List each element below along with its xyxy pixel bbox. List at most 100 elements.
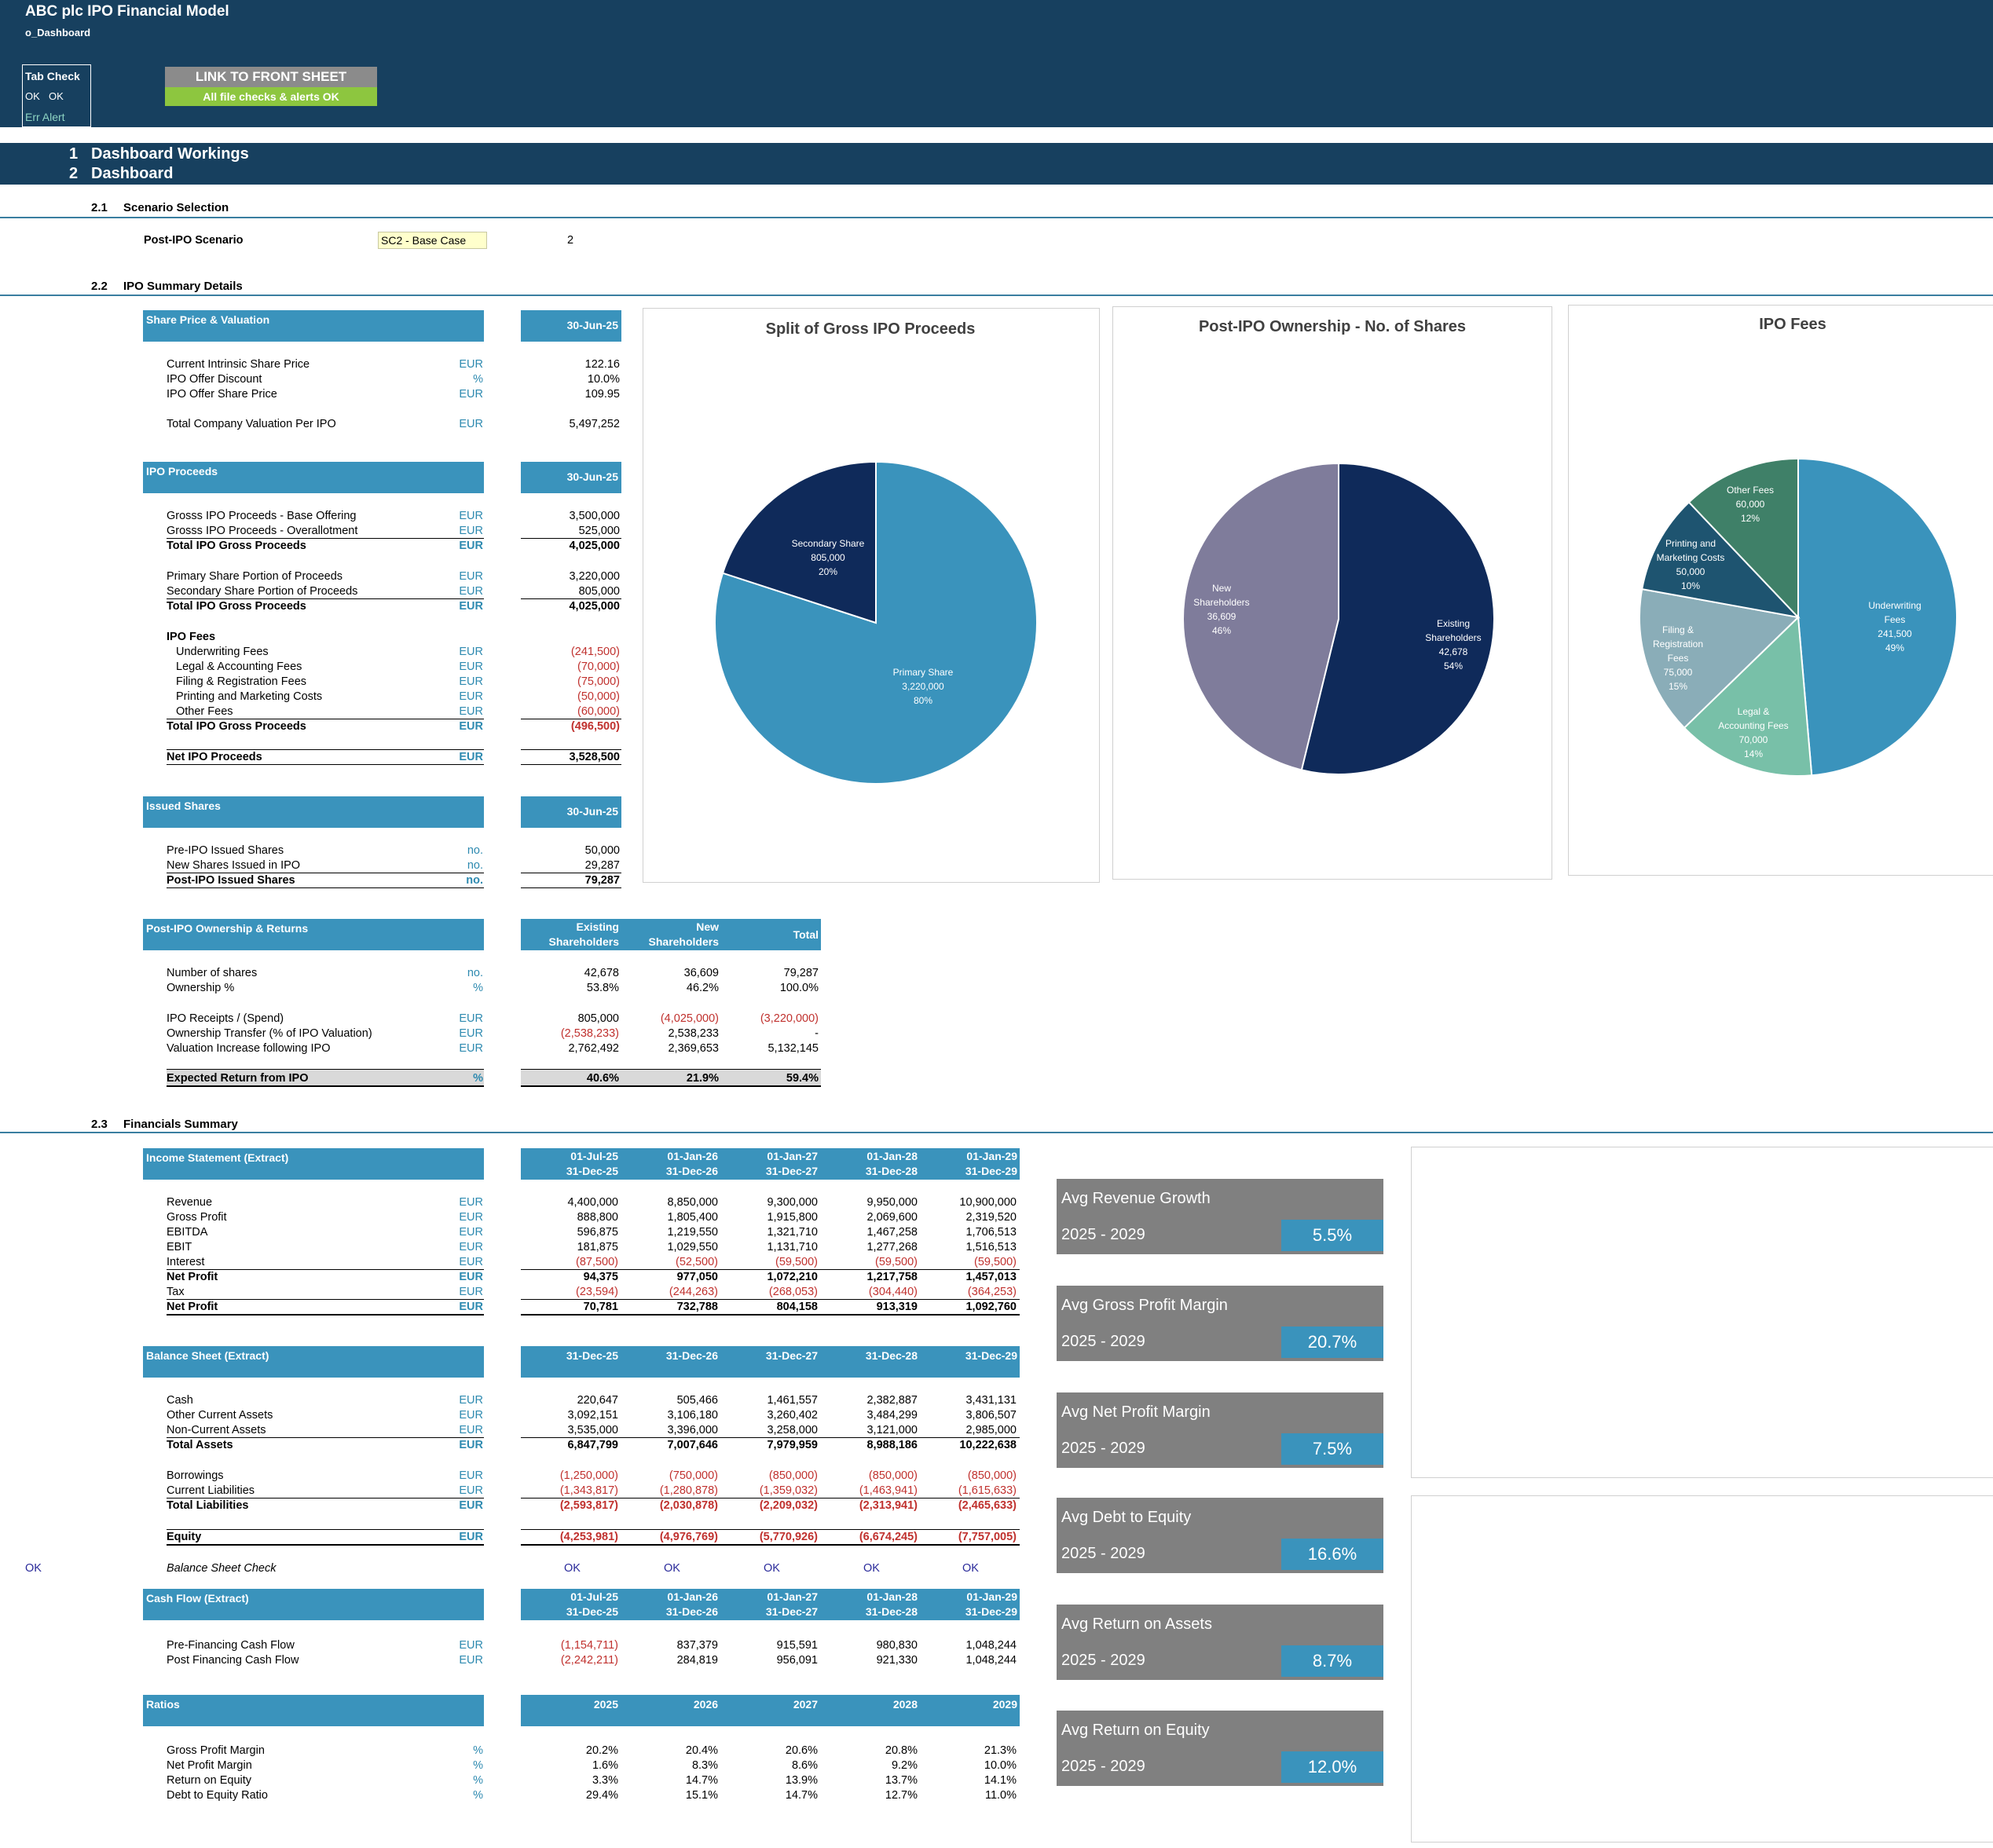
- row-value: (1,343,817): [559, 1484, 618, 1497]
- period-end: 31-Dec-27: [765, 1165, 818, 1177]
- row-value: 70,781: [583, 1301, 618, 1313]
- row-value: 4,025,000: [569, 600, 620, 613]
- row-value: 1,461,557: [767, 1394, 818, 1407]
- row-value: 3,106,180: [667, 1409, 718, 1422]
- row-unit: EUR: [459, 1256, 483, 1268]
- row-label: Grosss IPO Proceeds - Base Offering: [167, 510, 357, 522]
- row-value: 14.7%: [685, 1774, 718, 1787]
- balance-check-value: OK: [962, 1562, 979, 1575]
- row-value: 94,375: [583, 1271, 618, 1283]
- row-label: New Shares Issued in IPO: [167, 859, 301, 872]
- rule: [167, 1314, 484, 1316]
- tab-check-ok: OK: [25, 90, 40, 102]
- row-label: Total IPO Gross Proceeds: [167, 600, 306, 613]
- section-2-title[interactable]: Dashboard: [91, 165, 174, 182]
- period-label: 2027: [793, 1698, 818, 1711]
- row-value: (750,000): [669, 1469, 718, 1482]
- subsection-2-3-number: 2.3: [91, 1118, 108, 1131]
- row-unit: EUR: [459, 1394, 483, 1407]
- row-label: Net Profit Margin: [167, 1759, 252, 1772]
- period-start: 01-Jan-27: [767, 1590, 818, 1603]
- header-bar: [0, 0, 1993, 127]
- rule: [167, 1299, 484, 1300]
- rule: [521, 1437, 1020, 1438]
- row-value: 13.7%: [885, 1774, 918, 1787]
- row-label: Ownership Transfer (% of IPO Valuation): [167, 1027, 372, 1040]
- row-value: 3,535,000: [567, 1424, 618, 1436]
- kpi-value: 5.5%: [1281, 1220, 1383, 1251]
- period-start: 01-Jan-29: [966, 1590, 1017, 1603]
- row-label: Non-Current Assets: [167, 1424, 266, 1436]
- row-unit: EUR: [459, 525, 483, 537]
- income-header-periods: 01-Jul-25 31-Dec-25 01-Jan-26 31-Dec-26 01-J…: [521, 1148, 1020, 1180]
- row-unit: EUR: [459, 510, 483, 522]
- row-label: Revenue: [167, 1196, 213, 1209]
- scenario-label: Post-IPO Scenario: [144, 234, 244, 247]
- kpi-value: 8.7%: [1281, 1645, 1383, 1677]
- rule: [521, 1529, 1020, 1530]
- cashflow-header-title: Cash Flow (Extract): [146, 1592, 249, 1605]
- pie-slice-label: Fees: [1668, 653, 1689, 664]
- chart-title: Split of Gross IPO Proceeds: [766, 320, 976, 338]
- row-unit: EUR: [459, 540, 483, 552]
- row-unit: EUR: [459, 720, 483, 733]
- row-highlight: [521, 1070, 821, 1085]
- row-unit: EUR: [459, 1012, 483, 1025]
- row-value: 10.0%: [984, 1759, 1017, 1772]
- row-value: (244,263): [669, 1286, 718, 1298]
- row-label: Total Company Valuation Per IPO: [167, 418, 336, 430]
- row-unit: EUR: [459, 1226, 483, 1239]
- row-value: -: [815, 1027, 819, 1040]
- divider: [0, 1132, 1993, 1133]
- kpi-label: Avg Return on Equity: [1061, 1722, 1210, 1739]
- section-1-title[interactable]: Dashboard Workings: [91, 145, 249, 163]
- kpi-period: 2025 - 2029: [1061, 1545, 1145, 1562]
- row-value: 3,092,151: [567, 1409, 618, 1422]
- row-value: 9,950,000: [866, 1196, 918, 1209]
- period-label: 2029: [992, 1698, 1017, 1711]
- row-unit: EUR: [459, 1424, 483, 1436]
- section-2-number: 2: [69, 165, 79, 182]
- row-label: Tax: [167, 1286, 185, 1298]
- rule: [521, 538, 621, 539]
- row-value: 1.6%: [592, 1759, 618, 1772]
- rule: [167, 1498, 484, 1499]
- row-label: Number of shares: [167, 967, 258, 979]
- kpi-value: 7.5%: [1281, 1433, 1383, 1465]
- row-value: 3,121,000: [866, 1424, 918, 1436]
- row-unit: %: [473, 982, 483, 994]
- pie-slice-label: 12%: [1741, 513, 1760, 524]
- issued-shares-date-label: 30-Jun-25: [566, 805, 618, 818]
- share-price-header-title: Share Price & Valuation: [146, 313, 270, 326]
- pie-slice-label: Shareholders: [1193, 597, 1249, 608]
- row-label: Primary Share Portion of Proceeds: [167, 570, 343, 583]
- pie-slice-label: Other Fees: [1727, 485, 1774, 496]
- period-end: 31-Dec-29: [965, 1165, 1017, 1177]
- tab-check-box: Tab Check OK OK Err Alert: [22, 64, 91, 127]
- pie-slice-label: 15%: [1669, 681, 1687, 692]
- subsection-2-1-title: Scenario Selection: [123, 201, 229, 214]
- row-value: (2,242,211): [560, 1654, 618, 1667]
- scenario-select[interactable]: SC2 - Base Case: [378, 232, 487, 249]
- row-value: (6,674,245): [859, 1531, 918, 1543]
- proceeds-date: 30-Jun-25: [521, 462, 621, 493]
- row-value: 732,788: [676, 1301, 718, 1313]
- link-front-sheet-button[interactable]: LINK TO FRONT SHEET: [165, 67, 377, 87]
- pie-slice-label: Registration: [1653, 639, 1703, 650]
- row-unit: EUR: [459, 585, 483, 598]
- balance-header-periods: 31-Dec-25 31-Dec-26 31-Dec-27 31-Dec-28 31-D…: [521, 1346, 1020, 1378]
- row-value: (1,359,032): [759, 1484, 818, 1497]
- row-label: Other Current Assets: [167, 1409, 273, 1422]
- pie-slice-label: 36,609: [1207, 611, 1236, 622]
- row-unit: no.: [467, 844, 483, 857]
- row-value: 2,369,653: [668, 1042, 719, 1055]
- row-unit: no.: [467, 859, 483, 872]
- pie-slice-label: 46%: [1212, 625, 1231, 636]
- row-value: (59,500): [973, 1256, 1017, 1268]
- cashflow-header-periods: 01-Jul-25 31-Dec-25 01-Jan-26 31-Dec-26 01-J…: [521, 1589, 1020, 1620]
- row-unit: EUR: [459, 646, 483, 658]
- kpi-period: 2025 - 2029: [1061, 1226, 1145, 1243]
- balance-chart-panel: [1411, 1495, 1993, 1843]
- row-value: 10.0%: [587, 373, 620, 386]
- period-end: 31-Dec-28: [865, 1165, 918, 1177]
